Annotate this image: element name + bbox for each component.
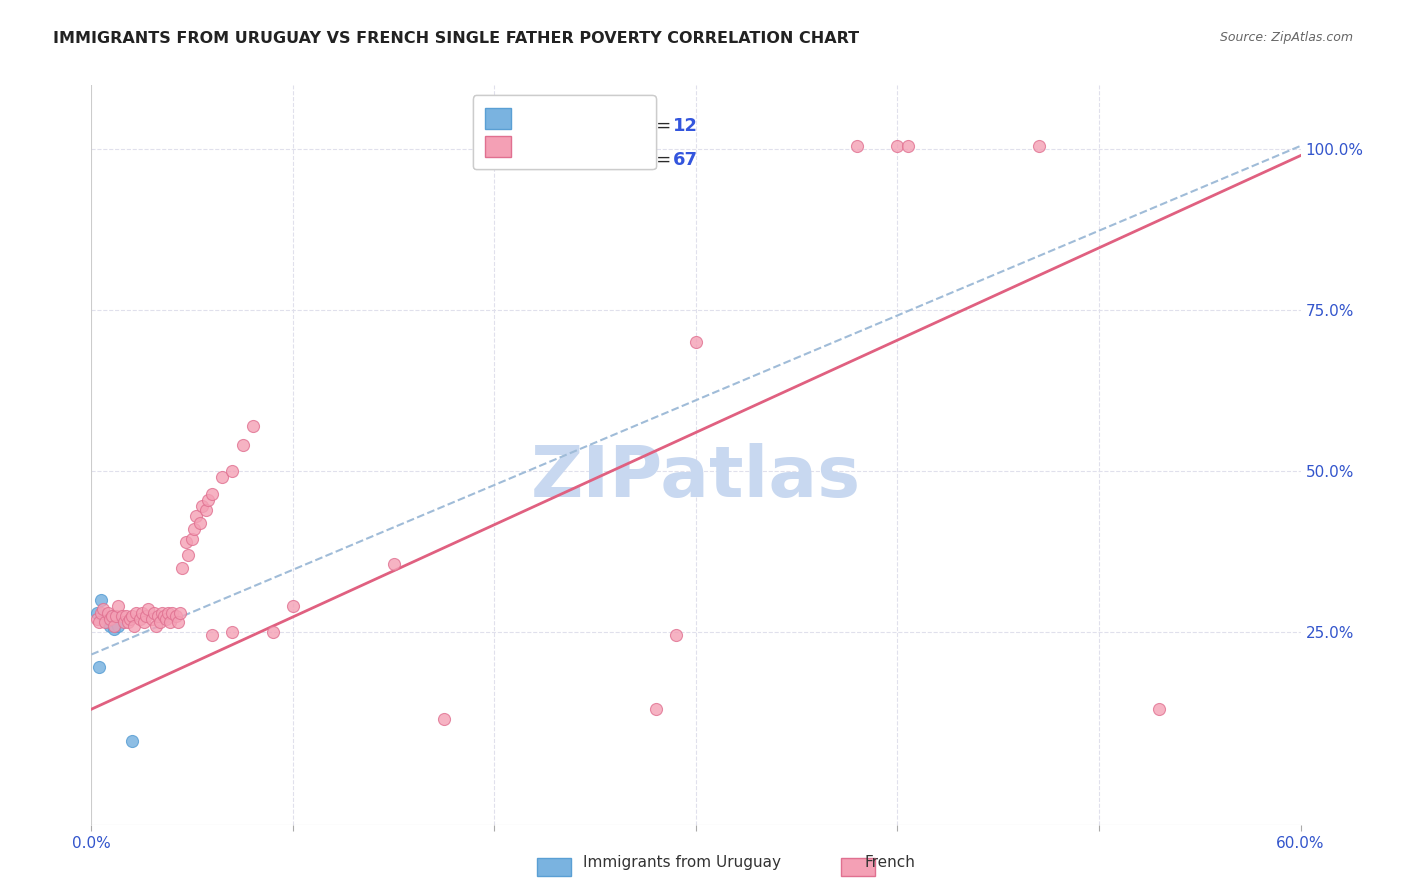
Text: ZIPatlas: ZIPatlas: [531, 442, 860, 512]
Point: [117, 615, 139, 630]
Point: [433, 712, 456, 726]
Point: [150, 606, 173, 620]
Point: [197, 493, 219, 508]
Point: [897, 139, 920, 153]
Point: [149, 615, 172, 630]
Point: [103, 618, 125, 632]
Point: [382, 558, 405, 572]
Point: [136, 602, 159, 616]
Point: [96, 615, 118, 630]
Point: [201, 486, 224, 500]
Text: Source: ZipAtlas.com: Source: ZipAtlas.com: [1219, 31, 1353, 45]
Point: [114, 608, 136, 623]
Point: [90, 606, 112, 620]
Point: [886, 139, 908, 153]
Point: [93, 608, 115, 623]
Point: [112, 615, 135, 630]
Point: [118, 612, 141, 626]
Text: 0.321: 0.321: [582, 118, 640, 136]
Point: [135, 608, 157, 623]
Legend: placeholder1, placeholder2: placeholder1, placeholder2: [472, 95, 655, 169]
Point: [142, 606, 165, 620]
Text: R =: R =: [543, 118, 582, 136]
Point: [1149, 702, 1171, 716]
Point: [191, 500, 214, 514]
Point: [201, 628, 224, 642]
Point: [107, 599, 129, 614]
Point: [221, 624, 243, 639]
Point: [172, 560, 194, 574]
Point: [1028, 139, 1050, 153]
Text: N =: N =: [637, 118, 676, 136]
Point: [86, 612, 108, 626]
Point: [165, 608, 187, 623]
Point: [231, 438, 253, 452]
Point: [169, 606, 191, 620]
Text: 67: 67: [673, 152, 697, 169]
Point: [177, 548, 200, 562]
Point: [155, 612, 177, 626]
Point: [644, 702, 666, 716]
Point: [89, 660, 111, 674]
Point: [167, 615, 190, 630]
Point: [121, 734, 143, 748]
Point: [104, 615, 127, 630]
Point: [98, 612, 121, 626]
Point: [104, 608, 127, 623]
Point: [98, 618, 121, 632]
Point: [93, 602, 115, 616]
Point: [846, 139, 869, 153]
Point: [159, 615, 181, 630]
Point: [181, 532, 204, 546]
Text: R =: R =: [543, 152, 582, 169]
Point: [128, 612, 150, 626]
Point: [107, 618, 129, 632]
Point: [156, 606, 179, 620]
Point: [665, 628, 688, 642]
Point: [195, 502, 218, 516]
Point: [90, 592, 112, 607]
Point: [125, 606, 148, 620]
Text: French: French: [865, 855, 915, 870]
Point: [188, 516, 211, 530]
Point: [281, 599, 304, 614]
Point: [89, 615, 111, 630]
Point: [221, 464, 243, 478]
Text: IMMIGRANTS FROM URUGUAY VS FRENCH SINGLE FATHER POVERTY CORRELATION CHART: IMMIGRANTS FROM URUGUAY VS FRENCH SINGLE…: [53, 31, 859, 46]
Point: [242, 419, 264, 434]
Point: [132, 615, 155, 630]
Point: [160, 606, 183, 620]
Point: [131, 606, 153, 620]
Point: [111, 608, 132, 623]
Point: [146, 608, 169, 623]
Point: [121, 608, 143, 623]
Point: [96, 606, 118, 620]
Point: [94, 615, 117, 630]
Point: [100, 608, 122, 623]
Text: 12: 12: [673, 118, 697, 136]
Point: [86, 606, 108, 620]
Point: [685, 335, 707, 350]
Text: Immigrants from Uruguay: Immigrants from Uruguay: [583, 855, 782, 870]
Text: 0.614: 0.614: [582, 152, 640, 169]
Point: [153, 608, 176, 623]
Point: [122, 618, 145, 632]
Point: [211, 470, 233, 484]
Point: [262, 624, 284, 639]
Point: [183, 522, 205, 536]
Text: N =: N =: [637, 152, 676, 169]
Point: [103, 622, 125, 636]
Point: [174, 534, 197, 549]
Point: [100, 608, 122, 623]
Point: [141, 612, 163, 626]
Point: [94, 612, 117, 626]
Point: [145, 618, 167, 632]
Point: [186, 509, 208, 524]
